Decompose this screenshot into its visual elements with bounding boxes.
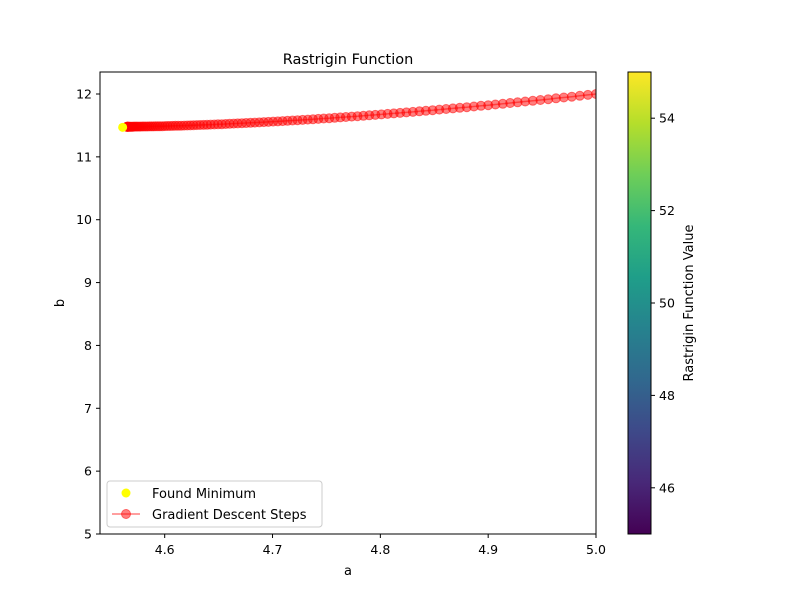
x-axis: 4.6 4.7 4.8 4.9 5.0 — [155, 534, 606, 557]
gradient-descent-point — [582, 89, 593, 100]
y-tick-label: 6 — [84, 464, 92, 479]
colorbar-tick-label: 50 — [659, 296, 675, 311]
colorbar-tick-label: 46 — [659, 480, 675, 495]
plot-frame — [99, 71, 597, 535]
y-axis: 5 6 7 8 9 10 11 12 — [76, 87, 100, 542]
colorbar-label: Rastrigin Function Value — [682, 225, 697, 382]
y-tick-label: 10 — [76, 212, 92, 227]
colorbar — [627, 71, 652, 535]
y-tick-label: 7 — [84, 401, 92, 416]
y-tick-label: 12 — [76, 87, 92, 102]
x-tick-label: 4.7 — [263, 542, 283, 557]
legend-label-gradient-descent: Gradient Descent Steps — [152, 508, 307, 523]
x-tick-label: 4.9 — [478, 542, 498, 557]
legend-marker-found-minimum — [121, 488, 131, 498]
data-layer — [118, 89, 596, 132]
x-tick-label: 4.6 — [155, 542, 175, 557]
colorbar-tick-label: 54 — [659, 111, 675, 126]
found-minimum-point — [118, 122, 128, 132]
x-tick-label: 4.8 — [370, 542, 390, 557]
colorbar-ticks: 46 48 50 52 54 — [651, 111, 675, 495]
chart-title: Rastrigin Function — [283, 52, 414, 68]
x-axis-label: a — [344, 564, 352, 579]
y-tick-label: 5 — [84, 527, 92, 542]
colorbar-tick-label: 48 — [659, 388, 675, 403]
legend-label-found-minimum: Found Minimum — [152, 487, 256, 502]
y-tick-label: 9 — [84, 275, 92, 290]
legend: Found Minimum Gradient Descent Steps — [106, 480, 323, 528]
legend-marker-gradient-descent — [121, 509, 131, 519]
x-tick-label: 5.0 — [586, 542, 606, 557]
plot-area — [100, 72, 596, 534]
y-axis-label: b — [53, 299, 68, 307]
colorbar-tick-label: 52 — [659, 203, 675, 218]
y-tick-label: 11 — [76, 149, 92, 164]
legend-box — [106, 480, 323, 528]
y-tick-label: 8 — [84, 338, 92, 353]
